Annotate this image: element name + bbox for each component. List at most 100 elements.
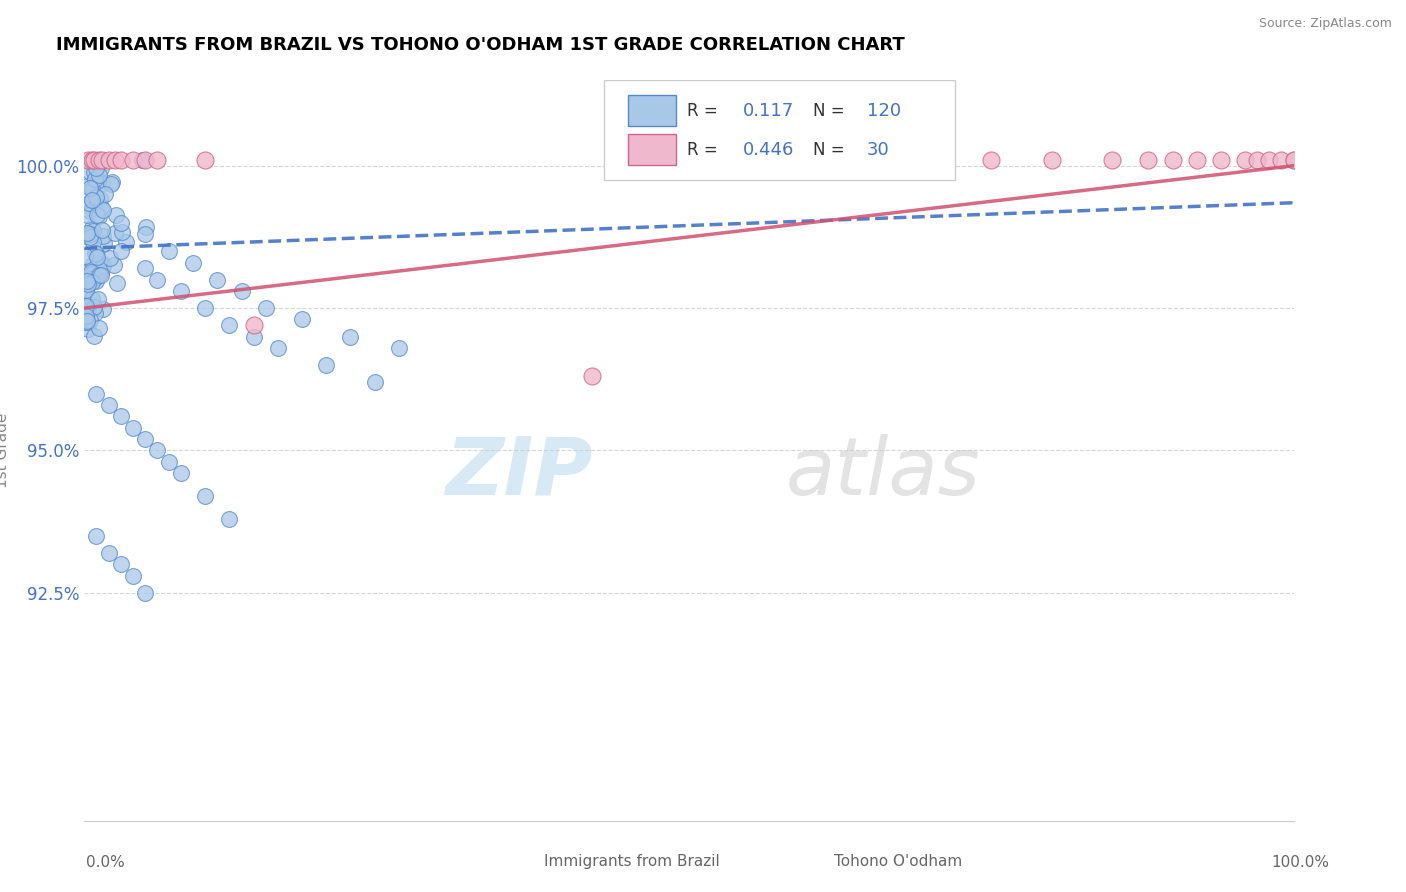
Point bbox=[339, 329, 361, 343]
Point bbox=[87, 320, 110, 334]
Point bbox=[87, 209, 110, 223]
Point bbox=[90, 201, 112, 215]
Point bbox=[77, 264, 100, 278]
Point bbox=[121, 153, 143, 167]
Point bbox=[110, 558, 132, 572]
Text: N =: N = bbox=[814, 141, 845, 159]
Point bbox=[110, 409, 132, 424]
Point bbox=[87, 174, 110, 188]
Point bbox=[103, 226, 125, 240]
Point bbox=[77, 321, 100, 335]
Point bbox=[87, 153, 110, 167]
Point bbox=[110, 244, 132, 259]
Point bbox=[87, 168, 110, 182]
FancyBboxPatch shape bbox=[796, 849, 831, 872]
Point bbox=[267, 341, 290, 355]
Point bbox=[110, 216, 132, 230]
Point bbox=[91, 202, 114, 217]
Point bbox=[79, 272, 101, 286]
Point bbox=[1209, 153, 1232, 167]
Point bbox=[207, 272, 229, 286]
Point bbox=[101, 175, 124, 189]
Point bbox=[91, 260, 114, 274]
Point bbox=[79, 203, 101, 218]
Point bbox=[194, 153, 217, 167]
Text: Source: ZipAtlas.com: Source: ZipAtlas.com bbox=[1258, 17, 1392, 29]
Point bbox=[83, 191, 105, 205]
Text: ZIP: ZIP bbox=[444, 434, 592, 512]
Point bbox=[1282, 153, 1305, 167]
Point bbox=[1246, 153, 1268, 167]
Text: 0.117: 0.117 bbox=[744, 102, 794, 120]
FancyBboxPatch shape bbox=[628, 95, 676, 126]
Point bbox=[84, 274, 107, 288]
Point bbox=[91, 153, 114, 167]
Point bbox=[84, 306, 107, 320]
Point bbox=[1270, 153, 1292, 167]
Point bbox=[146, 272, 169, 286]
Point bbox=[89, 192, 111, 206]
Point bbox=[82, 276, 104, 290]
Point bbox=[1234, 153, 1257, 167]
Point bbox=[80, 153, 103, 167]
Point bbox=[799, 153, 821, 167]
FancyBboxPatch shape bbox=[605, 80, 955, 180]
Text: IMMIGRANTS FROM BRAZIL VS TOHONO O'ODHAM 1ST GRADE CORRELATION CHART: IMMIGRANTS FROM BRAZIL VS TOHONO O'ODHAM… bbox=[56, 36, 905, 54]
Point bbox=[218, 512, 240, 526]
Text: atlas: atlas bbox=[786, 434, 980, 512]
Point bbox=[110, 153, 132, 167]
Point bbox=[82, 201, 104, 215]
Point bbox=[83, 165, 105, 179]
Point bbox=[1161, 153, 1184, 167]
Point bbox=[80, 193, 103, 207]
Point bbox=[90, 268, 112, 282]
Point bbox=[1137, 153, 1160, 167]
Point bbox=[194, 301, 217, 315]
Point bbox=[76, 314, 98, 328]
Point bbox=[77, 298, 100, 312]
Point bbox=[242, 318, 264, 333]
Point bbox=[134, 586, 156, 600]
Point bbox=[84, 171, 107, 186]
Point bbox=[76, 274, 98, 288]
Point bbox=[134, 261, 156, 276]
Text: R =: R = bbox=[686, 141, 717, 159]
Point bbox=[73, 249, 96, 263]
Point bbox=[363, 375, 385, 389]
Point bbox=[90, 176, 112, 190]
Point bbox=[75, 283, 97, 297]
Point bbox=[77, 196, 100, 211]
Point bbox=[242, 329, 264, 343]
FancyBboxPatch shape bbox=[505, 849, 540, 872]
Point bbox=[82, 224, 104, 238]
FancyBboxPatch shape bbox=[628, 135, 676, 165]
Point bbox=[83, 246, 105, 260]
Point bbox=[75, 315, 97, 329]
Point bbox=[121, 420, 143, 434]
Point bbox=[134, 153, 156, 167]
Point bbox=[76, 227, 98, 241]
Point bbox=[97, 398, 120, 412]
Point bbox=[920, 153, 942, 167]
Point bbox=[91, 257, 114, 271]
Point bbox=[93, 235, 115, 250]
Point bbox=[79, 229, 101, 244]
Point bbox=[82, 153, 104, 167]
Point bbox=[97, 546, 120, 560]
Point bbox=[111, 225, 134, 239]
Point bbox=[80, 221, 103, 235]
Point bbox=[131, 153, 153, 167]
Point bbox=[291, 312, 314, 326]
Text: 30: 30 bbox=[866, 141, 890, 159]
Point bbox=[84, 271, 107, 285]
Point bbox=[157, 455, 180, 469]
Text: Immigrants from Brazil: Immigrants from Brazil bbox=[544, 854, 720, 869]
Point bbox=[82, 235, 104, 249]
Point bbox=[218, 318, 240, 333]
Text: 0.446: 0.446 bbox=[744, 141, 794, 159]
Point bbox=[86, 194, 108, 209]
Point bbox=[170, 467, 193, 481]
Point bbox=[581, 369, 603, 384]
Point bbox=[87, 268, 110, 282]
Point bbox=[1101, 153, 1123, 167]
